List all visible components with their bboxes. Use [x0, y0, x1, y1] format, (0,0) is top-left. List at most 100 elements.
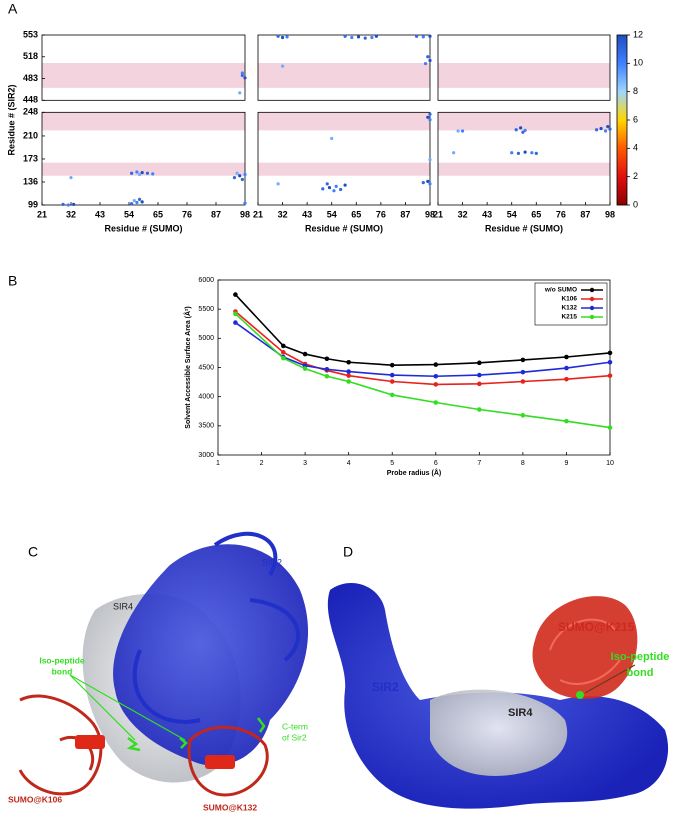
- colorbar-step: [617, 81, 627, 84]
- structure-label: SIR2: [262, 557, 282, 567]
- legend-label: K215: [561, 314, 577, 321]
- colorbar-step: [617, 161, 627, 164]
- contact-point: [240, 71, 244, 75]
- colorbar-step: [617, 53, 627, 56]
- legend-marker: [589, 314, 595, 320]
- series-point: [433, 373, 439, 379]
- x-tick-label: 10: [606, 460, 614, 467]
- colorbar-step: [617, 55, 627, 58]
- contact-point: [426, 179, 430, 183]
- band: [258, 162, 430, 176]
- y-tick-label: 483: [23, 73, 38, 83]
- contact-point: [61, 202, 65, 206]
- frame: [257, 34, 431, 101]
- colorbar-step: [617, 61, 627, 64]
- x-tick-label: 7: [477, 460, 481, 467]
- x-tick-label: 32: [66, 209, 76, 219]
- structure-label: Iso-peptide: [611, 651, 670, 663]
- contact-point: [423, 62, 428, 66]
- colorbar-tick-label: 2: [633, 171, 638, 181]
- x-tick-label: 54: [507, 209, 517, 219]
- colorbar-tick-label: 10: [633, 58, 643, 68]
- legend-label: K106: [561, 296, 577, 303]
- x-tick-label: 9: [564, 460, 568, 467]
- structure-d: [327, 582, 669, 809]
- series-point: [564, 354, 569, 360]
- structure-label: bond: [52, 666, 73, 676]
- series-point: [281, 343, 286, 349]
- colorbar-step: [617, 173, 627, 176]
- colorbar-step: [617, 189, 627, 192]
- contact-point: [428, 58, 432, 63]
- contact-point: [137, 197, 142, 202]
- colorbar-step: [617, 83, 627, 86]
- colorbar-step: [617, 77, 627, 80]
- series-point: [346, 379, 351, 384]
- colorbar-step: [617, 143, 627, 146]
- structure-label: of Sir2: [282, 732, 307, 742]
- contact-point: [523, 128, 527, 132]
- contact-point: [426, 55, 430, 59]
- y-tick-label: 6000: [198, 277, 214, 284]
- contact-point: [370, 35, 374, 40]
- colorbar-step: [617, 39, 627, 42]
- contact-point: [428, 112, 432, 116]
- series-point: [324, 356, 330, 362]
- series-point: [477, 407, 482, 412]
- y-tick-label: 4500: [198, 364, 214, 371]
- colorbar-step: [617, 91, 627, 94]
- band: [258, 62, 430, 88]
- colorbar-step: [617, 125, 627, 128]
- series-point: [324, 373, 330, 379]
- x-tick-label: 87: [580, 209, 590, 219]
- band: [42, 162, 245, 176]
- contact-point: [521, 130, 525, 134]
- contact-point: [414, 34, 419, 38]
- series-point: [477, 360, 482, 366]
- colorbar-step: [617, 135, 627, 138]
- colorbar-step: [617, 71, 627, 74]
- contact-point: [72, 202, 76, 206]
- y-tick-label: 173: [23, 153, 38, 163]
- band: [258, 112, 430, 131]
- colorbar-step: [617, 43, 627, 46]
- series-point: [607, 359, 613, 365]
- contact-point: [135, 170, 139, 174]
- x-axis-label: Residue # (SUMO): [305, 223, 383, 233]
- colorbar-step: [617, 171, 627, 174]
- contact-point: [428, 157, 432, 162]
- y-axis-label: Solvent Accessible Surface Area (Å²): [183, 306, 192, 428]
- colorbar-step: [617, 137, 627, 140]
- x-tick-label: 32: [458, 209, 468, 219]
- y-tick-label: 518: [23, 51, 38, 61]
- structure-label: C-term: [282, 721, 308, 731]
- colorbar-step: [617, 89, 627, 92]
- contact-point: [240, 177, 244, 182]
- colorbar-step: [617, 49, 627, 52]
- contact-point: [603, 129, 608, 133]
- series-point: [564, 376, 569, 382]
- structure-label: SUMO@K106: [8, 794, 62, 804]
- contact-point: [332, 189, 336, 193]
- contact-point: [608, 127, 612, 131]
- structure-label: Iso-peptide: [39, 655, 85, 665]
- x-tick-label: 98: [240, 209, 250, 219]
- colorbar-step: [617, 79, 627, 82]
- contact-point: [421, 181, 425, 185]
- panel-label: B: [8, 273, 17, 289]
- series-point: [346, 369, 351, 374]
- contact-point: [327, 185, 332, 190]
- contact-point: [232, 176, 237, 180]
- contact-point: [534, 151, 538, 155]
- x-tick-label: 76: [556, 209, 566, 219]
- colorbar-step: [617, 145, 627, 148]
- colorbar-step: [617, 99, 627, 102]
- colorbar-step: [617, 95, 627, 98]
- contact-point: [280, 35, 285, 40]
- colorbar-step: [617, 65, 627, 68]
- y-tick-label: 136: [23, 176, 38, 186]
- colorbar-step: [617, 117, 627, 120]
- colorbar-step: [617, 175, 627, 178]
- colorbar-step: [617, 105, 627, 108]
- frame: [41, 34, 246, 101]
